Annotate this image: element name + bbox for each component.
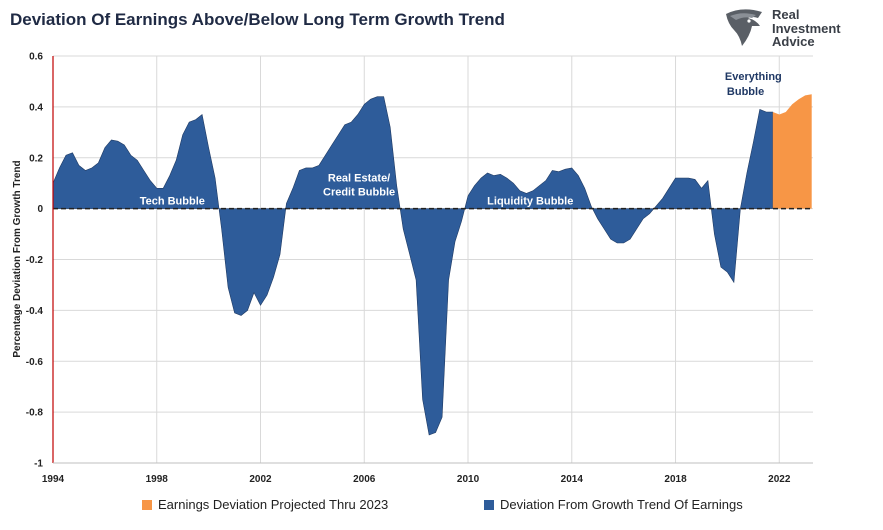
x-tick-label: 1998 <box>146 474 169 485</box>
y-tick-label: 0.6 <box>29 52 43 63</box>
y-tick-label: 0 <box>37 204 43 215</box>
axis-layer: 0.6 0.4 0.2 0 -0.2 -0.4 -0.6 -0.8 -1 1994 1998 2002… <box>26 52 813 485</box>
y-tick-label: -0.2 <box>26 255 44 266</box>
series-area-actual <box>52 96 774 436</box>
x-tick-label: 1994 <box>42 474 65 485</box>
legend-item-actual: Deviation From Growth Trend Of Earnings <box>484 497 743 512</box>
logo: Real Investment Advice <box>722 6 872 52</box>
logo-line-2: Investment <box>772 20 841 36</box>
y-axis-label: Percentage Deviation From Growth Trend <box>12 160 23 357</box>
legend-label-actual: Deviation From Growth Trend Of Earnings <box>500 497 743 512</box>
legend-swatch-actual <box>484 499 494 510</box>
x-tick-label: 2014 <box>561 474 584 485</box>
x-tick-label: 2022 <box>768 474 791 485</box>
y-tick-label: -0.8 <box>26 408 44 419</box>
legend-label-projected: Earnings Deviation Projected Thru 2023 <box>158 497 389 512</box>
y-tick-label: 0.2 <box>29 153 43 164</box>
x-tick-label: 2018 <box>664 474 687 485</box>
annotation-layer: Tech Bubble Real Estate/Credit Bubble Liqu… <box>140 71 782 208</box>
y-tick-label: -0.4 <box>26 306 44 317</box>
legend-swatch-projected <box>142 499 152 510</box>
eagle-head-icon <box>726 9 762 46</box>
legend-item-projected: Earnings Deviation Projected Thru 2023 <box>142 497 388 512</box>
y-tick-label: 0.4 <box>29 102 43 113</box>
annotation-label: Real Estate/ <box>328 173 390 185</box>
annotation-label: Credit Bubble <box>323 187 395 199</box>
x-tick-label: 2006 <box>353 474 376 485</box>
logo-line-3: Advice <box>772 34 815 49</box>
x-tick-label: 2010 <box>457 474 480 485</box>
annotation-label: Tech Bubble <box>140 196 205 208</box>
annotation-label: Liquidity Bubble <box>487 196 573 208</box>
annotation-label: Everything <box>725 71 782 83</box>
y-tick-label: -0.6 <box>26 357 44 368</box>
x-tick-label: 2002 <box>249 474 272 485</box>
area-layer <box>52 94 812 436</box>
legend: Earnings Deviation Projected Thru 2023 D… <box>0 497 883 517</box>
logo-line-1: Real <box>772 7 800 22</box>
y-tick-label: -1 <box>34 459 43 470</box>
chart-title: Deviation Of Earnings Above/Below Long T… <box>10 10 505 29</box>
annotation-label: Bubble <box>727 86 764 98</box>
series-area-projected <box>772 94 812 209</box>
chart-svg: 0.6 0.4 0.2 0 -0.2 -0.4 -0.6 -0.8 -1 1994 1998 2002… <box>12 52 813 485</box>
